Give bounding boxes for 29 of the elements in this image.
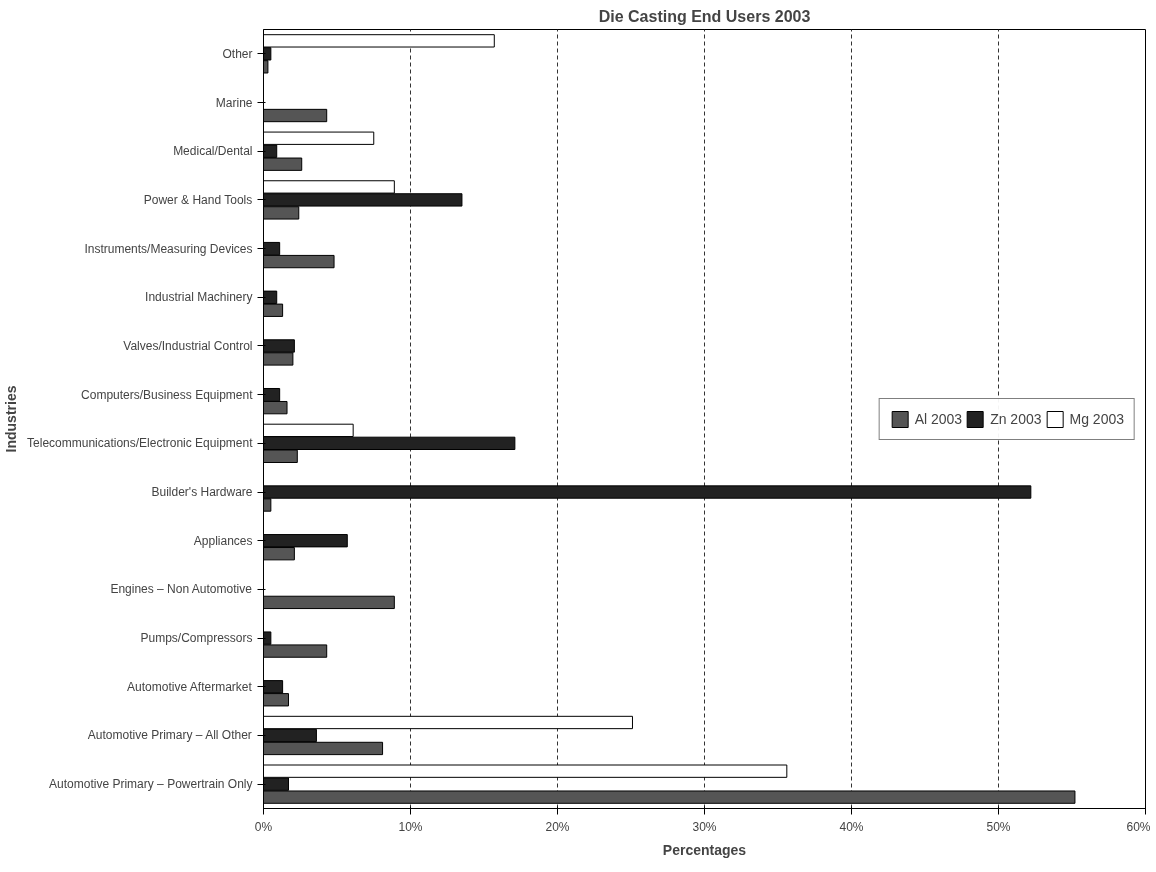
y-axis-title: Industries — [3, 385, 20, 453]
x-tick-label: 30% — [692, 819, 717, 834]
y-tick-label: Engines – Non Automotive — [110, 582, 253, 597]
y-tick-label: Industrial Machinery — [145, 290, 253, 305]
y-tick-label: Power & Hand Tools — [143, 192, 253, 207]
y-tick-label: Pumps/Compressors — [140, 631, 253, 646]
y-tick-label: Automotive Primary – All Other — [87, 728, 252, 743]
y-tick-label: Instruments/Measuring Devices — [84, 241, 253, 256]
x-tick-label: 60% — [1126, 819, 1151, 834]
y-tick-label: Appliances — [193, 533, 253, 548]
y-tick-label: Valves/Industrial Control — [123, 338, 253, 353]
x-tick-label: 20% — [545, 819, 570, 834]
chart-title: Die Casting End Users 2003 — [598, 7, 811, 25]
y-tick-label: Automotive Aftermarket — [127, 679, 253, 694]
legend-label: Al 2003 — [914, 410, 963, 427]
x-axis-title: Percentages — [662, 841, 747, 858]
x-tick-label: 0% — [254, 819, 273, 834]
y-tick-label: Builder's Hardware — [151, 485, 253, 500]
x-tick-label: 40% — [839, 819, 864, 834]
y-tick-label: Telecommunications/Electronic Equipment — [27, 436, 254, 451]
legend-label: Zn 2003 — [990, 410, 1042, 427]
y-tick-label: Computers/Business Equipment — [81, 387, 254, 402]
y-tick-label: Automotive Primary – Powertrain Only — [49, 777, 253, 792]
y-tick-label: Marine — [215, 95, 253, 110]
legend-label: Mg 2003 — [1069, 410, 1124, 427]
x-tick-label: 10% — [398, 819, 423, 834]
y-tick-label: Medical/Dental — [173, 144, 253, 159]
x-tick-label: 50% — [986, 819, 1011, 834]
y-tick-label: Other — [222, 46, 253, 61]
